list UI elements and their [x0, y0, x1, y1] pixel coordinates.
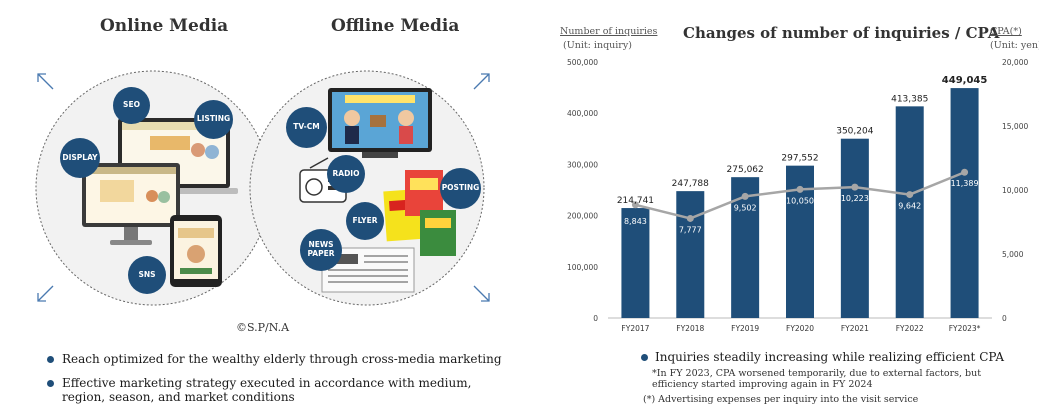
copyright-text: ©S.P/N.A — [236, 321, 290, 334]
right-axis-label: CPA(*) — [990, 26, 1022, 37]
bar-value-label: 275,062 — [727, 165, 764, 175]
online-media-title: Online Media — [100, 16, 229, 36]
y-tick-label: 200,000 — [567, 212, 598, 221]
bubble-flyer: FLYER — [346, 202, 384, 240]
x-tick-label: FY2022 — [896, 324, 924, 333]
cpa-value-label: 10,050 — [786, 196, 814, 205]
cpa-point — [851, 183, 859, 191]
left-axis-unit: (Unit: inquiry) — [563, 40, 632, 51]
chart-title: Changes of number of inquiries / CPA — [683, 24, 1000, 42]
x-tick-label: FY2018 — [676, 324, 704, 333]
cpa-value-label: 9,642 — [898, 202, 921, 211]
bubble-radio: RADIO — [327, 155, 365, 193]
media-bullet-2: Effective marketing strategy executed in… — [62, 376, 472, 404]
bar-value-label: 214,741 — [617, 196, 654, 206]
y2-tick-label: 5,000 — [1002, 250, 1024, 259]
left-axis-label: Number of inquiries — [560, 26, 658, 37]
cpa-point — [686, 214, 694, 222]
bullet-dot — [641, 354, 648, 361]
y-tick-label: 400,000 — [567, 109, 598, 118]
bubble-tv-cm: TV-CM — [286, 107, 327, 148]
cpa-point — [796, 185, 804, 193]
y2-tick-label: 0 — [1002, 314, 1007, 323]
bar-value-label: 297,552 — [781, 154, 818, 164]
y-tick-label: 300,000 — [567, 160, 598, 169]
bar-value-label: 413,385 — [891, 94, 928, 104]
bar-value-label: 247,788 — [672, 179, 709, 189]
cpa-point — [961, 168, 969, 176]
expand-arrows-icon — [37, 73, 490, 302]
bar — [621, 208, 650, 318]
bubble-listing: LISTING — [194, 100, 233, 139]
x-tick-label: FY2017 — [621, 324, 649, 333]
bubble-posting: POSTING — [440, 168, 481, 209]
y2-tick-label: 10,000 — [1002, 186, 1028, 195]
cpa-point — [631, 201, 639, 209]
media-bullet-1: Reach optimized for the wealthy elderly … — [62, 352, 502, 366]
smartphone-icon — [170, 215, 222, 287]
tv-icon — [328, 88, 432, 158]
bar — [840, 138, 869, 318]
cpa-value-label: 11,389 — [951, 179, 979, 188]
cpa-value-label: 9,502 — [734, 203, 757, 212]
y-tick-label: 100,000 — [567, 263, 598, 272]
x-tick-label: FY2021 — [841, 324, 869, 333]
bar — [950, 88, 979, 318]
y-tick-label: 0 — [593, 314, 598, 323]
bubble-display: DISPLAY — [60, 138, 100, 178]
y-tick-label: 500,000 — [567, 58, 598, 67]
x-tick-label: FY2019 — [731, 324, 759, 333]
chart-bullet: Inquiries steadily increasing while real… — [655, 350, 1005, 364]
bullet-dot — [47, 380, 54, 387]
bullet-dot — [47, 356, 54, 363]
bar — [676, 191, 705, 318]
bubble-seo: SEO — [113, 87, 150, 124]
bar-value-label: 449,045 — [942, 75, 988, 86]
bubble-news-paper: NEWS PAPER — [300, 229, 342, 271]
x-tick-label: FY2020 — [786, 324, 814, 333]
y2-tick-label: 15,000 — [1002, 122, 1028, 131]
chart-note-2: (*) Advertising expenses per inquiry int… — [643, 394, 919, 405]
cpa-point — [741, 192, 749, 200]
y2-tick-label: 20,000 — [1002, 58, 1028, 67]
inquiries-cpa-chart: 0 100,000 200,000 300,000 400,000 500,000 0 5,0… — [567, 58, 1028, 333]
bar — [895, 106, 924, 318]
desktop-monitor-icon — [82, 163, 180, 245]
cpa-value-label: 7,777 — [679, 225, 702, 234]
cpa-value-label: 8,843 — [624, 217, 647, 226]
flyer-icon — [383, 170, 456, 256]
bubble-sns: SNS — [128, 256, 166, 294]
offline-media-title: Offline Media — [331, 16, 460, 36]
cpa-point — [906, 191, 914, 199]
right-axis-unit: (Unit: yen) — [990, 40, 1039, 51]
chart-note-1: *In FY 2023, CPA worsened temporarily, d… — [652, 368, 982, 390]
x-tick-label: FY2023* — [949, 324, 981, 333]
bar-value-label: 350,204 — [836, 127, 873, 137]
cpa-value-label: 10,223 — [841, 194, 869, 203]
